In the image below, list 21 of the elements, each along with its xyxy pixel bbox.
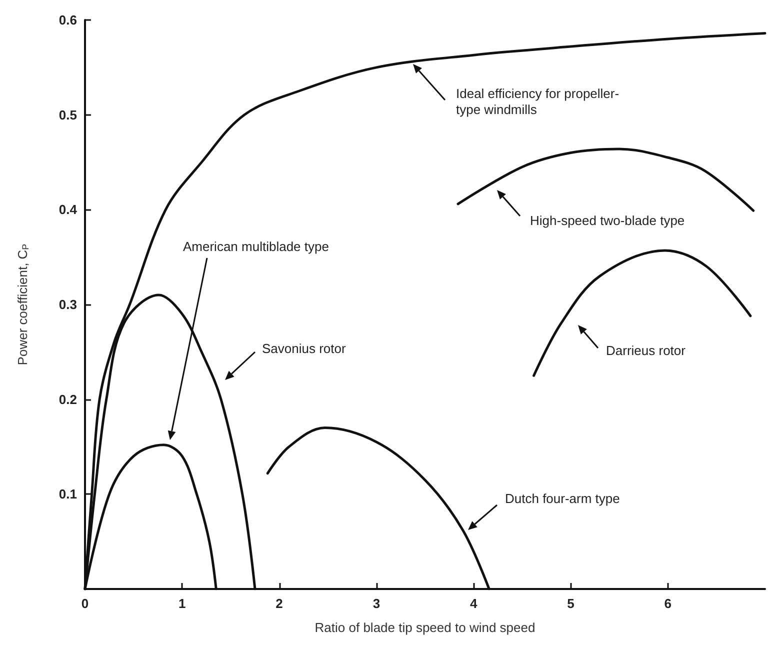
x-axis-title: Ratio of blade tip speed to wind speed — [314, 620, 536, 635]
y-tick-label: 0.6 — [58, 12, 77, 28]
x-tick-label: 4 — [470, 596, 478, 611]
annotation: Dutch four-arm type — [505, 491, 620, 506]
y-tick-label: 0.2 — [58, 392, 77, 407]
y-tick-label: 0.3 — [58, 297, 77, 312]
x-tick-label: 6 — [664, 596, 672, 611]
annotation: Ideal efficiency for propeller- type windmills — [456, 86, 620, 118]
x-tick-label: 3 — [372, 596, 380, 611]
x-tick-label: 0 — [81, 596, 89, 611]
annotation: Savonius rotor — [262, 341, 346, 356]
annotation: High-speed two-blade type — [530, 213, 685, 228]
annotation: American multiblade type — [183, 239, 329, 254]
y-tick-label: 0.5 — [58, 107, 77, 122]
y-tick-label: 0.1 — [58, 486, 77, 502]
x-tick-label: 5 — [567, 596, 574, 611]
x-tick-label: 1 — [178, 596, 186, 611]
y-axis-title: Power coefficient, CP — [15, 244, 30, 366]
x-tick-label: 2 — [276, 596, 283, 611]
y-tick-label: 0.4 — [58, 202, 78, 218]
annotation: Darrieus rotor — [606, 343, 686, 358]
